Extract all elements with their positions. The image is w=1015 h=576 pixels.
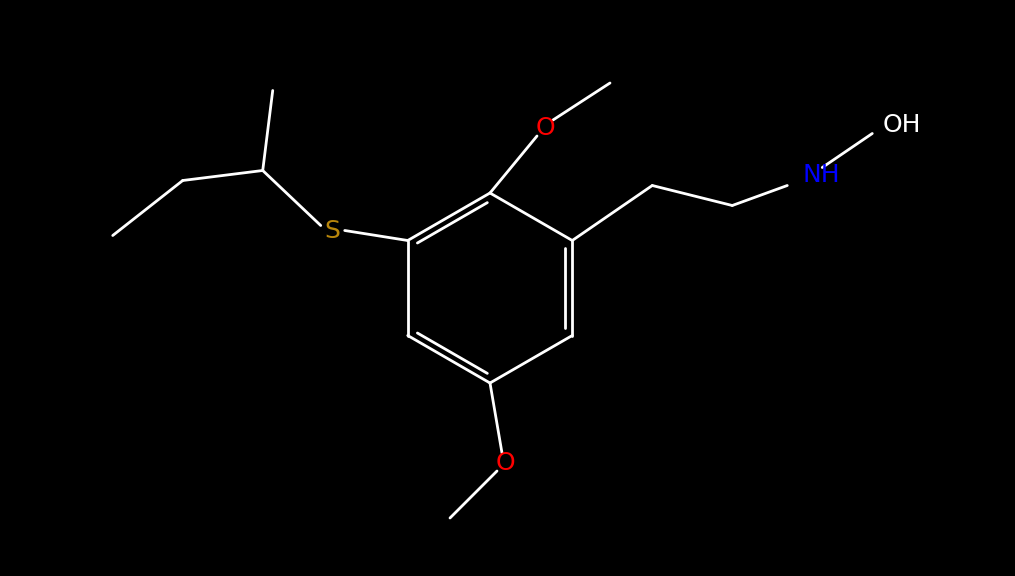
Text: O: O (495, 451, 515, 475)
Text: O: O (535, 116, 555, 140)
Text: OH: OH (882, 113, 921, 138)
Text: S: S (325, 218, 341, 242)
Text: NH: NH (802, 164, 839, 188)
